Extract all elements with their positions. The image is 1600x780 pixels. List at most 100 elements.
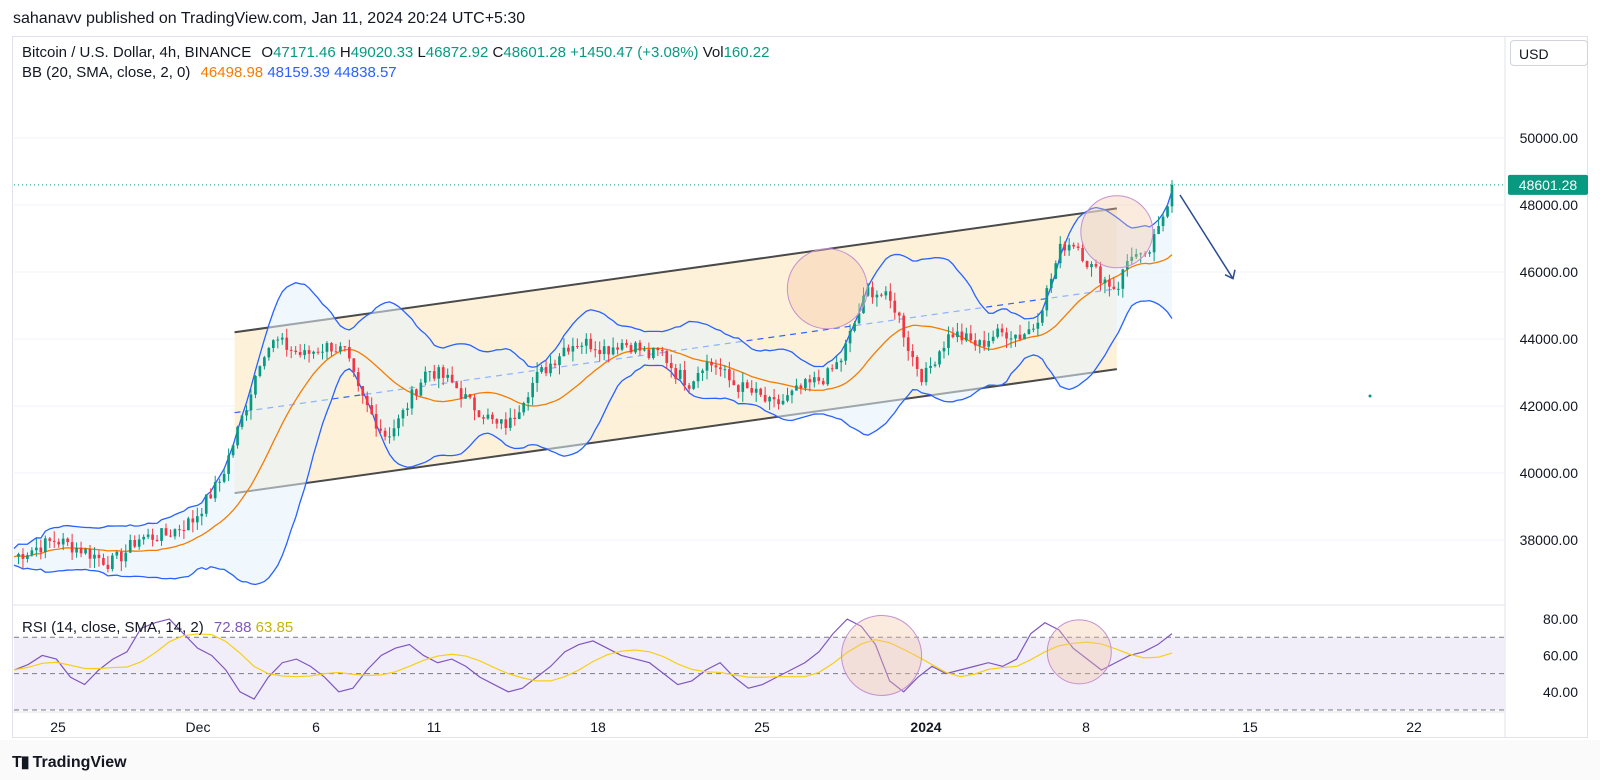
candle-body (227, 455, 230, 474)
candle-body (111, 555, 114, 569)
candle-body (271, 340, 275, 349)
candle-body (768, 397, 771, 402)
symbol-name[interactable]: Bitcoin / U.S. Dollar, 4h, BINANCE (22, 44, 252, 61)
bb-band-fill (14, 190, 1172, 585)
candle-body (786, 395, 789, 401)
candle-body (276, 339, 280, 341)
candle-body (906, 337, 910, 352)
candle-body (719, 367, 722, 370)
candle-body (638, 342, 642, 351)
candle-body (772, 397, 776, 400)
candle-body (1152, 234, 1156, 253)
candle-body (678, 370, 682, 379)
time-tick-label: 2024 (910, 719, 941, 735)
candle-body (947, 334, 950, 348)
open-label: O (261, 44, 274, 61)
rsi-label[interactable]: RSI (14, close, SMA, 14, 2) (22, 619, 204, 636)
candle-body (978, 340, 982, 346)
candle-body (839, 360, 843, 363)
candle-body (102, 558, 105, 565)
candle-body (361, 386, 365, 396)
candle-body (598, 349, 602, 354)
candle-body (929, 365, 932, 368)
candle-body (504, 419, 508, 428)
candle-body (611, 347, 615, 355)
candle-body (535, 371, 539, 383)
candle-body (1018, 334, 1022, 340)
candle-body (1139, 253, 1143, 255)
candle-body (1009, 338, 1013, 340)
candle-body (173, 529, 177, 537)
candle-body (388, 436, 391, 438)
candle-body (43, 538, 47, 553)
bb-label[interactable]: BB (20, SMA, close, 2, 0) (22, 64, 191, 81)
candle-body (973, 340, 977, 346)
candle-body (853, 323, 856, 331)
candle-body (763, 394, 767, 402)
candle-body (517, 412, 521, 420)
candle-body (459, 388, 463, 399)
bb-upper-value: 48159.39 (267, 64, 330, 81)
candle-body (728, 369, 731, 381)
candle-body (446, 374, 450, 378)
candle-body (263, 357, 266, 367)
candle-body (576, 346, 579, 348)
candle-body (732, 380, 736, 386)
candle-body (964, 333, 968, 341)
candle-body (540, 367, 543, 372)
candle-body (696, 373, 700, 382)
candle-body (1085, 260, 1089, 268)
candle-body (1063, 243, 1067, 251)
candle-body (133, 540, 137, 547)
candle-body (473, 397, 476, 411)
low-value: 46872.92 (425, 44, 489, 61)
candle-body (616, 347, 619, 350)
candle-body (146, 534, 150, 537)
candle-body (924, 367, 928, 383)
rsi-ma-value: 63.85 (255, 619, 294, 636)
candle-body (79, 547, 83, 554)
candle-body (1045, 288, 1049, 311)
price-tick-label: 50000.00 (1520, 130, 1579, 146)
candle-body (938, 351, 941, 365)
candle-body (1081, 247, 1084, 261)
candle-body (1161, 216, 1165, 226)
candle-body (956, 331, 959, 338)
candle-body (522, 402, 526, 413)
forecast-arrowhead (1224, 269, 1236, 280)
candle-body (1170, 184, 1174, 207)
candle-body (1090, 264, 1093, 268)
brand-name: TradingView (32, 754, 127, 771)
candle-body (714, 365, 718, 368)
candle-body (97, 554, 101, 559)
candle-body (486, 414, 490, 419)
candle-body (513, 417, 517, 420)
candle-body (1049, 278, 1053, 289)
change-value: +1450.47 (+3.08%) (570, 44, 699, 61)
candle-body (1032, 328, 1035, 330)
candle-body (84, 548, 87, 554)
candle-body (915, 357, 919, 369)
candle-body (508, 417, 512, 428)
currency-button[interactable]: USD (1510, 40, 1588, 66)
candle-body (21, 554, 25, 559)
candle-body (571, 346, 575, 352)
candle-body (1103, 279, 1107, 284)
candle-body (942, 347, 946, 352)
last-price-badge (1508, 174, 1588, 195)
stray-dot (1368, 394, 1372, 398)
candle-body (531, 382, 534, 398)
time-tick-label: 11 (427, 719, 442, 735)
candle-body (960, 331, 964, 341)
candle-body (339, 346, 342, 352)
candle-body (88, 548, 92, 559)
candle-body (370, 405, 374, 414)
candle-body (620, 343, 624, 350)
candle-body (312, 351, 315, 354)
rsi-highlight-circle (841, 614, 923, 696)
tradingview-logo[interactable]: T▮ TradingView (12, 752, 127, 772)
candle-body (607, 346, 610, 355)
price-tick-label: 38000.00 (1520, 532, 1579, 548)
candle-body (137, 539, 141, 547)
